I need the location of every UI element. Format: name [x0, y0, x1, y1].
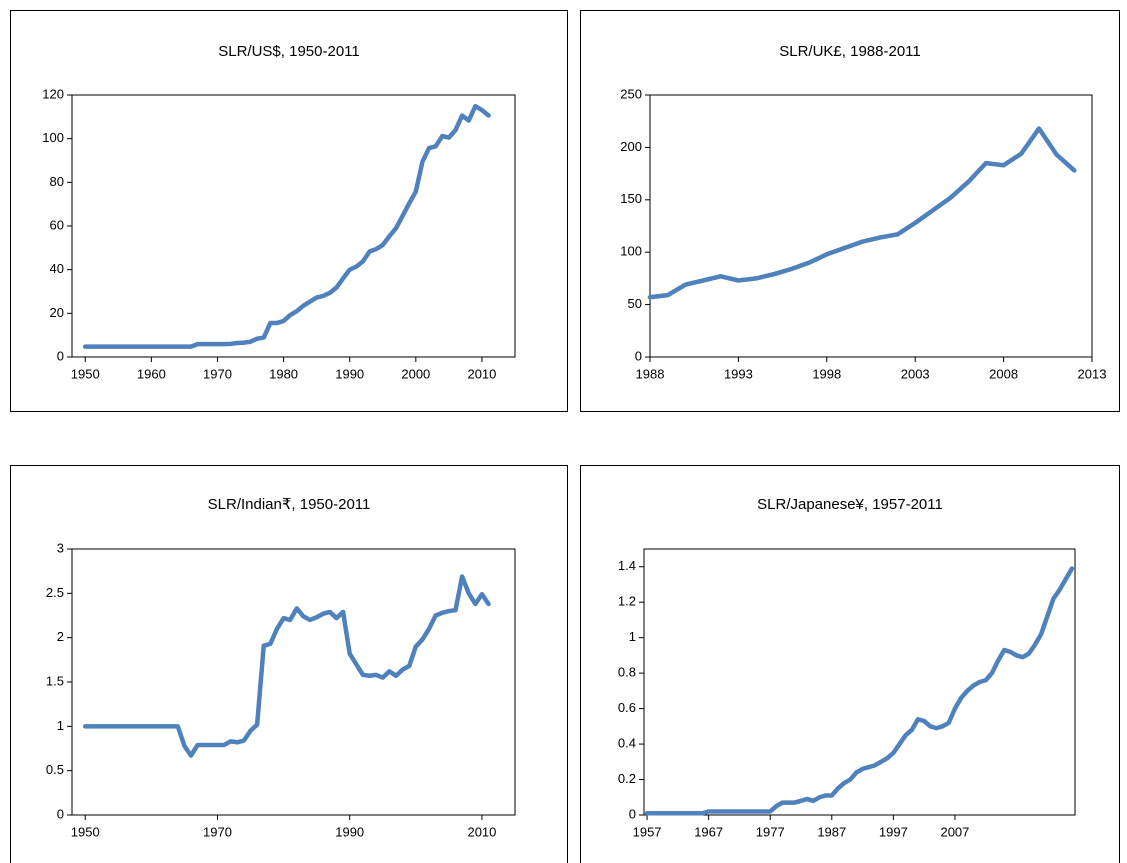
data-line — [644, 566, 1075, 816]
x-tick-label: 1990 — [335, 366, 364, 381]
plot-area — [71, 94, 516, 358]
y-tick-label: 120 — [42, 86, 64, 101]
x-tick-label: 2000 — [401, 366, 430, 381]
panel-frame — [10, 465, 568, 863]
y-tick-label: 0 — [635, 348, 642, 363]
x-tick-label: 1970 — [203, 366, 232, 381]
x-tick-label: 1977 — [756, 824, 785, 839]
x-tick-label: 1970 — [203, 824, 232, 839]
y-tick-label: 0.4 — [618, 736, 636, 751]
y-tick-label: 150 — [620, 191, 642, 206]
plot-area — [649, 94, 1093, 358]
chart-title: SLR/Japanese¥, 1957-2011 — [757, 496, 943, 513]
x-tick-label: 1987 — [817, 824, 846, 839]
data-line — [82, 103, 491, 349]
y-tick-label: 20 — [50, 305, 64, 320]
x-tick-label: 1990 — [335, 824, 364, 839]
y-tick-label: 1 — [57, 718, 64, 733]
x-tick-label: 2007 — [940, 824, 969, 839]
y-tick-label: 200 — [620, 139, 642, 154]
x-tick-label: 2010 — [467, 824, 496, 839]
chart-title: SLR/US$, 1950-2011 — [218, 43, 359, 60]
y-tick-label: 0.6 — [618, 700, 636, 715]
chart-title: SLR/UK£, 1988-2011 — [779, 43, 920, 60]
x-tick-label: 1950 — [71, 824, 100, 839]
data-line — [647, 126, 1077, 300]
plot-area — [71, 548, 516, 816]
panel-frame — [580, 465, 1120, 863]
data-line — [82, 574, 491, 758]
y-tick-label: 250 — [620, 86, 642, 101]
y-tick-label: 0 — [57, 806, 64, 821]
y-tick-label: 0.8 — [618, 665, 636, 680]
y-tick-label: 40 — [50, 261, 64, 276]
y-tick-label: 0 — [629, 806, 636, 821]
x-tick-label: 1998 — [812, 366, 841, 381]
y-tick-label: 100 — [620, 244, 642, 259]
x-tick-label: 1967 — [694, 824, 723, 839]
plot-area — [643, 548, 1076, 816]
x-tick-label: 1950 — [71, 366, 100, 381]
y-tick-label: 0 — [57, 348, 64, 363]
x-tick-label: 1988 — [636, 366, 665, 381]
y-tick-label: 1 — [629, 629, 636, 644]
x-tick-label: 1993 — [724, 366, 753, 381]
y-tick-label: 80 — [50, 174, 64, 189]
y-tick-label: 50 — [628, 296, 642, 311]
y-tick-label: 2 — [57, 629, 64, 644]
x-tick-label: 2003 — [901, 366, 930, 381]
y-tick-label: 1.5 — [46, 673, 64, 688]
y-tick-label: 100 — [42, 130, 64, 145]
y-tick-label: 3 — [57, 540, 64, 555]
x-tick-label: 2010 — [467, 366, 496, 381]
panel-frame — [580, 10, 1120, 412]
y-tick-label: 60 — [50, 217, 64, 232]
y-tick-label: 0.2 — [618, 771, 636, 786]
y-tick-label: 1.4 — [618, 558, 636, 573]
y-tick-label: 2.5 — [46, 585, 64, 600]
x-tick-label: 1980 — [269, 366, 298, 381]
y-tick-label: 1.2 — [618, 594, 636, 609]
panel-frame — [10, 10, 568, 412]
x-tick-label: 1957 — [633, 824, 662, 839]
x-tick-label: 2008 — [989, 366, 1018, 381]
x-tick-label: 1960 — [137, 366, 166, 381]
x-tick-label: 1997 — [879, 824, 908, 839]
y-tick-label: 0.5 — [46, 762, 64, 777]
x-tick-label: 2013 — [1078, 366, 1107, 381]
chart-title: SLR/Indian₹, 1950-2011 — [208, 496, 371, 513]
